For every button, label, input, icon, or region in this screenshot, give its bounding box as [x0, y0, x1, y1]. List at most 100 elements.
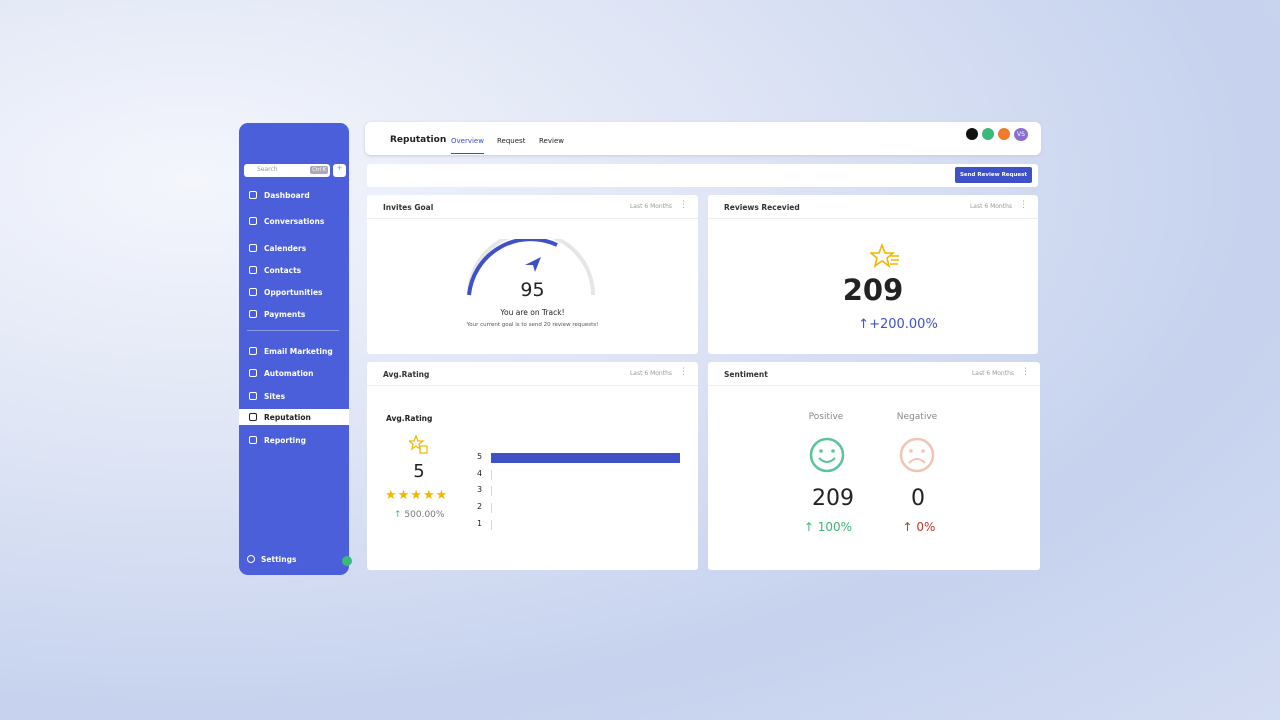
nav-item[interactable]: Automation [239, 365, 349, 381]
rating-label: 2 [477, 502, 483, 512]
reviews-received-card: Reviews Recevied Last 6 Months ⋮ 209 ↑+2… [708, 195, 1038, 354]
nav-icon [249, 244, 257, 252]
nav-item[interactable]: Dashboard [239, 187, 349, 203]
positive-change: ↑ 100% [803, 520, 853, 534]
send-icon [525, 257, 541, 272]
rating-label: 5 [477, 452, 483, 461]
change-text: 0% [916, 520, 936, 534]
sentiment-card: Sentiment Last 6 Months ⋮ Positive 209 ↑… [708, 362, 1040, 570]
stars: ★★★★★ [385, 488, 449, 503]
settings[interactable]: Settings [239, 551, 349, 567]
nav-item[interactable]: Reporting [239, 432, 349, 448]
nav-item[interactable]: Conversations [239, 213, 349, 229]
reviews-change: ↑+200.00% [858, 317, 938, 332]
nav-item[interactable]: Email Marketing [239, 343, 349, 359]
change-text: 100% [817, 520, 853, 534]
separator [247, 330, 339, 331]
send-review-button[interactable]: Send Review Request [955, 167, 1032, 183]
divider [708, 385, 1040, 386]
nav-item[interactable]: Calenders [239, 240, 349, 256]
toolbar: Send Review Request [367, 164, 1038, 187]
header: Reputation Overview Request Review VS [365, 122, 1041, 155]
nav-icon [249, 191, 257, 199]
divider [367, 218, 698, 219]
nav-label: Dashboard [264, 191, 310, 200]
nav-label: Reporting [264, 436, 306, 445]
menu[interactable]: ⋮ [1019, 200, 1028, 210]
period[interactable]: Last 6 Months [969, 203, 1012, 210]
nav-label: Contacts [264, 266, 302, 275]
nav-item[interactable]: Contacts [239, 262, 349, 278]
period[interactable]: Last 6 Months [629, 203, 672, 210]
nav-icon [249, 369, 257, 377]
nav-label: Conversations [264, 217, 325, 226]
rating-bar [491, 486, 492, 497]
negative-value: 0 [911, 486, 925, 511]
positive-face [809, 437, 845, 473]
header-title: Reputation [390, 135, 447, 145]
period[interactable]: Last 6 Months [629, 370, 672, 377]
nav-icon [249, 392, 257, 400]
rating-label: 1 [477, 518, 483, 528]
nav-item[interactable]: Reputation [239, 409, 349, 425]
change-text: +200.00% [869, 317, 938, 332]
rating-label: 4 [477, 468, 483, 478]
tab[interactable]: Review [539, 137, 564, 145]
search-box[interactable]: Search Ctrl K [244, 164, 330, 177]
nav-item[interactable]: Payments [239, 306, 349, 322]
nav-label: Calenders [264, 244, 307, 253]
rating-bar [491, 453, 680, 463]
shortcut: Ctrl K [310, 166, 328, 174]
tab[interactable]: Request [497, 137, 526, 145]
nav-label: Automation [264, 369, 314, 378]
nav-label: Sites [264, 392, 286, 401]
card-title: Invites Goal [383, 203, 434, 212]
rating-bar [491, 519, 492, 530]
nav-icon [249, 413, 257, 421]
nav-label: Payments [264, 310, 306, 319]
goal-value: 95 [520, 279, 545, 301]
rating-value: 5 [413, 461, 425, 482]
rating-label: 3 [477, 485, 483, 495]
invites-goal-card: Invites Goal Last 6 Months ⋮ 95 You are … [367, 195, 698, 354]
avatar[interactable]: VS [1014, 128, 1028, 141]
rating-bar [491, 469, 492, 480]
star-icon [870, 243, 899, 268]
period[interactable]: Last 6 Months [971, 370, 1014, 377]
divider [708, 218, 1038, 219]
rating-icon [409, 435, 428, 454]
phone-icon[interactable] [982, 128, 994, 140]
quick-action[interactable]: + [333, 164, 346, 177]
nav-label: Opportunities [264, 288, 323, 297]
menu[interactable]: ⋮ [1021, 367, 1030, 377]
reviews-value: 209 [842, 273, 904, 307]
tab[interactable]: Overview [451, 137, 484, 154]
help-icon[interactable] [966, 128, 978, 140]
notification-icon[interactable] [998, 128, 1010, 140]
card-title: Sentiment [724, 370, 768, 379]
menu[interactable]: ⋮ [679, 367, 688, 377]
nav-label: Email Marketing [264, 347, 333, 356]
negative-change: ↑ 0% [902, 520, 936, 534]
nav-item[interactable]: Sites [239, 388, 349, 404]
nav-icon [249, 347, 257, 355]
goal-status: You are on Track! [500, 308, 565, 317]
nav-icon [249, 436, 257, 444]
settings-label: Settings [261, 555, 297, 564]
nav-label: Reputation [264, 413, 311, 422]
avg-rating-card: Avg.Rating Last 6 Months ⋮ Avg.Rating 5 … [367, 362, 698, 570]
sidebar: Search Ctrl K + Dashboard Conversations Cal… [239, 123, 352, 575]
positive-value: 209 [812, 486, 854, 511]
divider [367, 385, 698, 386]
nav-item[interactable]: Opportunities [239, 284, 349, 300]
negative-face [899, 437, 935, 473]
positive-label: Positive [808, 412, 844, 422]
subtitle: Avg.Rating [386, 414, 433, 423]
card-title: Avg.Rating [383, 370, 430, 379]
gauge-fill [467, 239, 558, 296]
nav-icon [249, 288, 257, 296]
nav-icon [249, 310, 257, 318]
menu[interactable]: ⋮ [679, 200, 688, 210]
collapse-toggle[interactable] [342, 556, 352, 566]
icon [247, 555, 255, 563]
